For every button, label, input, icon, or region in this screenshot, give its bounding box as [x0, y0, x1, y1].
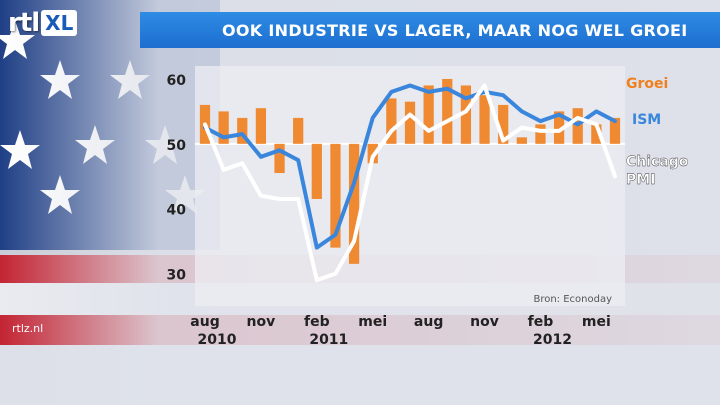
x-tick-month: mei — [358, 314, 387, 330]
legend-groei: Groei — [626, 76, 668, 92]
bar-groei — [423, 85, 434, 144]
logo-xl-badge: XL — [41, 10, 78, 36]
bar-groei — [218, 111, 229, 144]
bar-groei — [348, 143, 360, 264]
x-tick-month: nov — [247, 314, 276, 330]
y-tick-label: 30 — [167, 268, 187, 284]
x-tick-month: feb — [304, 314, 330, 330]
line-chicago-pmi — [203, 83, 617, 283]
line-ism — [203, 83, 617, 250]
y-tick-label: 40 — [167, 203, 187, 219]
bar-groei — [386, 98, 397, 144]
x-tick-month: feb — [528, 314, 554, 330]
source-label: Bron: Econoday — [533, 294, 612, 305]
bar-groei — [553, 111, 565, 144]
x-tick-month: aug — [414, 314, 443, 330]
title-bar: OOK INDUSTRIE VS LAGER, MAAR NOG WEL GRO… — [140, 12, 720, 48]
y-tick-label: 60 — [167, 73, 187, 89]
logo-rtl: rtl — [8, 8, 40, 38]
bar-groei — [442, 78, 453, 144]
bar-groei — [460, 85, 472, 144]
bar-groei — [404, 101, 416, 144]
bar-groei — [293, 117, 304, 144]
bar-groei — [591, 124, 602, 144]
y-tick-label: 50 — [167, 138, 187, 154]
bar-groei — [311, 143, 322, 199]
x-tick-year: 2010 — [198, 332, 237, 348]
bar-groei — [498, 104, 509, 144]
legend-chicago-pmi: Chicago — [626, 154, 689, 170]
x-tick-month: nov — [470, 314, 499, 330]
page-title: OOK INDUSTRIE VS LAGER, MAAR NOG WEL GRO… — [222, 20, 688, 40]
website-label: rtlz.nl — [12, 322, 44, 335]
bar-groei — [255, 108, 267, 144]
rtlxl-logo: rtl XL — [8, 8, 78, 38]
bar-groei — [237, 117, 248, 144]
bar-groei — [535, 124, 546, 144]
x-tick-month: mei — [582, 314, 611, 330]
bar-groei — [274, 143, 285, 174]
bar-groei — [330, 143, 341, 248]
bar-groei — [516, 137, 527, 144]
bar-groei — [609, 117, 621, 144]
x-tick-year: 2012 — [533, 332, 572, 348]
x-tick-month: aug — [190, 314, 219, 330]
bar-groei — [479, 95, 490, 144]
legend-chicago-pmi: PMI — [626, 172, 655, 188]
x-tick-year: 2011 — [309, 332, 348, 348]
legend-ism: ISM — [632, 112, 661, 128]
